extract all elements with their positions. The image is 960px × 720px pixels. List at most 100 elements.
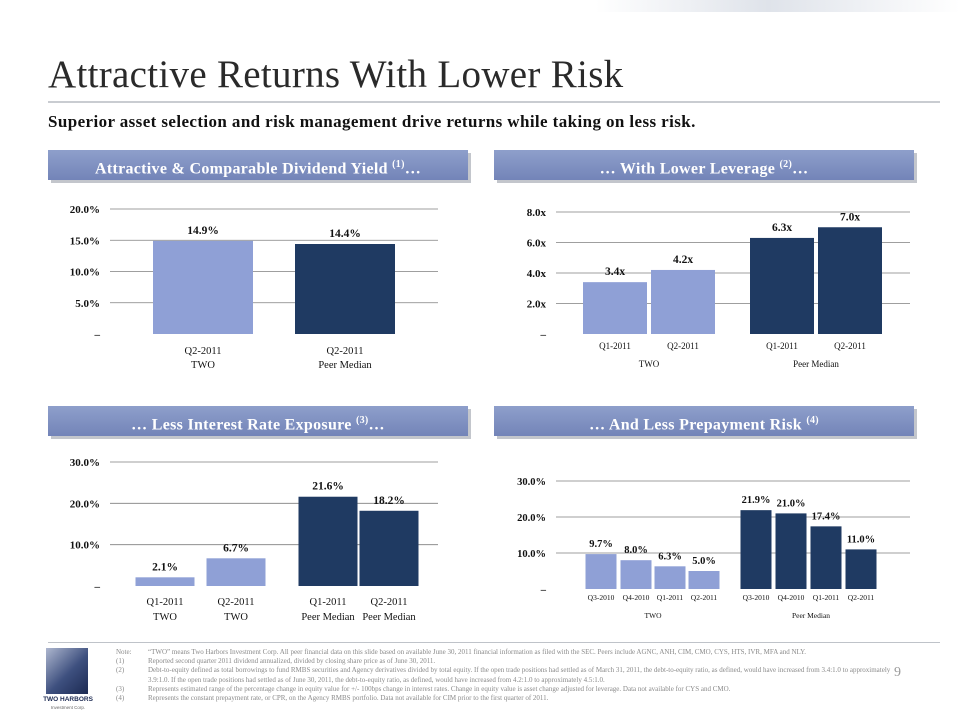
- footnote-label: (1): [116, 657, 125, 666]
- panel-header-footnote: (2): [779, 159, 793, 170]
- company-logo: TWO HARBORS Investment Corp.: [42, 648, 93, 714]
- y-tick-label: 20.0%: [517, 513, 546, 524]
- panel-header-suffix: …: [792, 160, 809, 178]
- x-tick-label: Q3-2010: [588, 593, 615, 602]
- panel-header-interest-rate: … Less Interest Rate Exposure (3)…: [48, 406, 468, 436]
- group-label: Peer Median: [793, 359, 839, 369]
- x-tick-label: Q1-2011: [813, 593, 840, 602]
- bar: [359, 510, 419, 586]
- data-label: 6.3x: [772, 222, 792, 234]
- x-tick-label: Q2-2011: [218, 597, 255, 608]
- data-label: 18.2%: [373, 495, 405, 507]
- footnote-row: Note: “TWO” means Two Harbors Investment …: [116, 648, 894, 657]
- bar: [583, 282, 647, 334]
- data-label: 6.7%: [223, 542, 249, 554]
- y-tick-label: 20.0%: [70, 498, 100, 510]
- bar: [818, 227, 882, 334]
- footnote-row: (3) Represents estimated range of the per…: [116, 685, 894, 694]
- x-tick-label: Q2-2011: [848, 593, 875, 602]
- footnote-label: (4): [116, 694, 125, 703]
- logo-name: TWO HARBORS: [43, 696, 93, 703]
- logo-mark: [46, 648, 88, 694]
- y-tick-label: 10.0%: [70, 267, 100, 279]
- x-tick-label: Q2-2011: [371, 597, 408, 608]
- data-label: 14.4%: [329, 228, 361, 240]
- panel-header-text: Attractive & Comparable Dividend Yield: [94, 160, 388, 178]
- page-subtitle: Superior asset selection and risk manage…: [48, 112, 696, 131]
- footer-divider: [48, 642, 940, 643]
- bar: [654, 566, 686, 589]
- x-tick-label: Q1-2011: [599, 341, 631, 351]
- footnote-text: Represents estimated range of the percen…: [148, 684, 731, 693]
- data-label: 5.0%: [692, 556, 716, 567]
- bar: [688, 571, 720, 589]
- y-tick-label: 15.0%: [70, 235, 100, 247]
- footnote-text: “TWO” means Two Harbors Investment Corp.…: [148, 648, 807, 656]
- x-tick-label: Q2-2011: [185, 346, 222, 357]
- bar: [740, 510, 772, 589]
- bar: [206, 558, 266, 586]
- bar: [620, 560, 652, 589]
- y-tick-label: 2.0x: [527, 299, 547, 311]
- panel-header-footnote: (3): [355, 415, 369, 426]
- x-tick-label: Q2-2011: [327, 346, 364, 357]
- y-tick-label: 10.0%: [70, 540, 100, 552]
- page-title: Attractive Returns With Lower Risk: [48, 53, 624, 96]
- group-label: Peer Median: [318, 360, 372, 371]
- bar: [810, 526, 842, 589]
- data-label: 2.1%: [152, 561, 178, 573]
- x-tick-label: Q1-2011: [657, 593, 684, 602]
- group-label: Peer Median: [301, 612, 355, 623]
- footnote-text: Reported second quarter 2011 dividend an…: [148, 657, 436, 666]
- page-number: 9: [894, 665, 901, 680]
- footnote-row: (1) Reported second quarter 2011 dividend…: [116, 657, 894, 666]
- x-tick-label: Q4-2010: [778, 593, 805, 602]
- panel-header-leverage: … With Lower Leverage (2)…: [494, 150, 914, 180]
- data-label: 6.3%: [658, 551, 682, 562]
- data-label: 7.0x: [840, 211, 860, 223]
- x-tick-label: Q1-2011: [147, 597, 184, 608]
- bar: [585, 554, 617, 589]
- data-label: 17.4%: [812, 511, 841, 522]
- data-label: 21.6%: [312, 481, 344, 493]
- x-tick-label: Q1-2011: [766, 341, 798, 351]
- data-label: 21.9%: [742, 495, 771, 506]
- bar: [298, 496, 358, 586]
- top-gradient-bar: [0, 0, 960, 12]
- footnote-label: (2): [116, 666, 125, 675]
- footnote-row: (2) Debt-to-equity defined as total borro…: [116, 666, 894, 684]
- logo-subtitle: Investment Corp.: [50, 705, 86, 710]
- data-label: 14.9%: [187, 225, 219, 237]
- data-label: 3.4x: [605, 266, 625, 278]
- footnote-label: (3): [116, 684, 125, 693]
- panel-header-suffix: …: [368, 416, 385, 434]
- bar: [775, 513, 807, 589]
- y-tick-label: 4.0x: [527, 268, 547, 280]
- y-tick-label: 20.0%: [70, 204, 100, 216]
- x-tick-label: Q4-2010: [623, 593, 650, 602]
- title-divider: [48, 101, 940, 103]
- y-tick-label: 8.0x: [527, 207, 547, 219]
- bar: [651, 269, 715, 334]
- y-tick-label: 5.0%: [75, 298, 100, 310]
- panel-header-prepayment: … And Less Prepayment Risk (4): [494, 406, 914, 436]
- footnote-row: (4) Represents the constant prepayment ra…: [116, 694, 894, 703]
- data-label: 9.7%: [589, 539, 613, 550]
- bar: [750, 237, 814, 334]
- group-label: Peer Median: [792, 611, 830, 620]
- footnotes: Note: “TWO” means Two Harbors Investment …: [116, 648, 894, 703]
- y-tick-label: 30.0%: [70, 457, 100, 469]
- y-tick-label: –: [94, 581, 101, 593]
- panel-header-suffix: …: [404, 160, 422, 178]
- group-label: TWO: [644, 611, 662, 620]
- panel-header-footnote: (1): [392, 159, 405, 170]
- panel-header-dividend-yield: Attractive & Comparable Dividend Yield (…: [48, 150, 468, 180]
- panel-header-footnote: (4): [806, 415, 819, 426]
- footnote-text: Represents the constant prepayment rate,…: [148, 694, 549, 703]
- bar: [845, 549, 877, 589]
- y-tick-label: –: [540, 329, 547, 341]
- data-label: 8.0%: [624, 545, 648, 556]
